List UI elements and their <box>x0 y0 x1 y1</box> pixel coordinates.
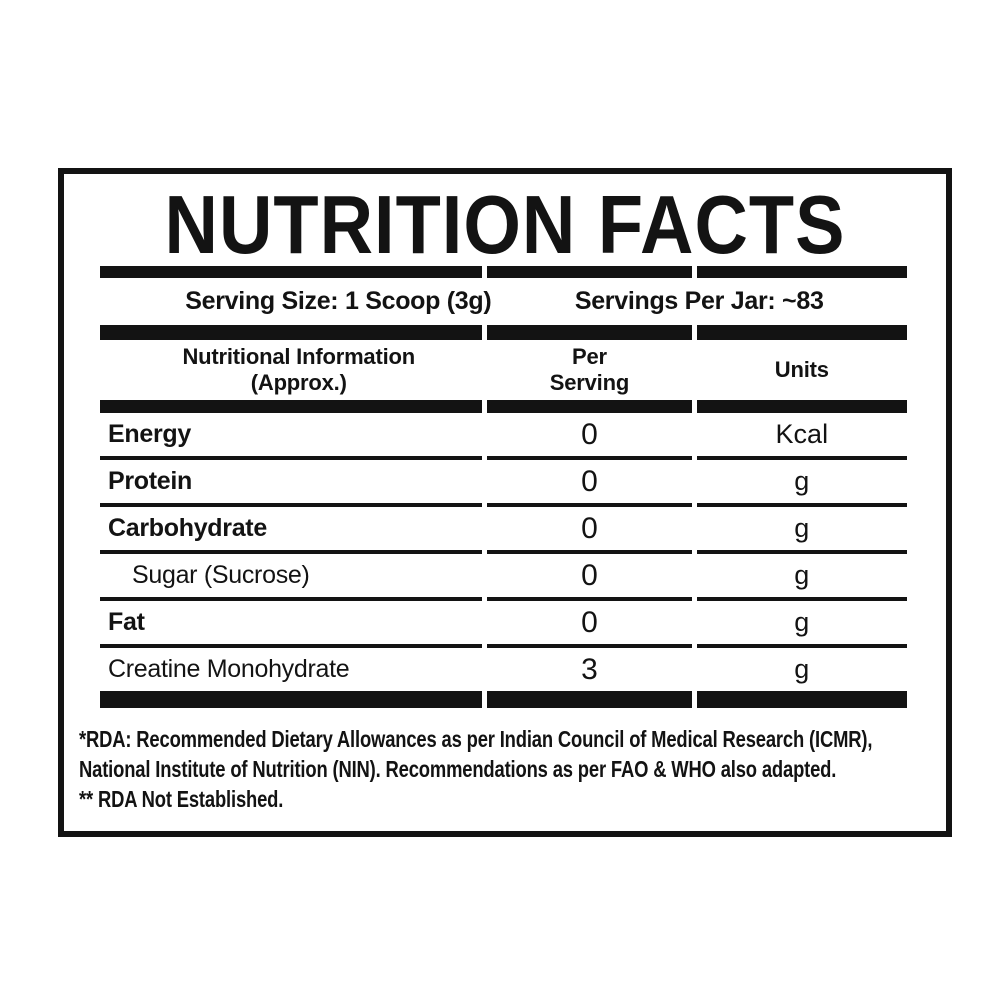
divider-bar-top <box>100 266 907 278</box>
nutrient-value: 3 <box>581 652 598 686</box>
table-row-fat: Fat 0 g <box>100 601 907 644</box>
bar-segment <box>487 400 692 413</box>
nutrient-unit: g <box>794 607 810 637</box>
row-divider <box>100 503 907 507</box>
bar-segment <box>100 400 483 413</box>
divider-segment <box>487 456 692 460</box>
row-divider <box>100 597 907 601</box>
nutrient-unit: Kcal <box>775 419 829 449</box>
nutrient-unit: g <box>794 513 810 543</box>
bar-segment <box>696 325 907 340</box>
serving-info-row: Serving Size: 1 Scoop (3g) Servings Per … <box>100 278 907 325</box>
divider-segment <box>696 644 907 648</box>
nutrient-name: Sugar (Sucrose) <box>132 561 310 589</box>
nutrient-value: 0 <box>581 417 598 451</box>
header-nutritional-information-line1: Nutritional Information <box>182 344 415 369</box>
header-nutritional-information: Nutritional Information (Approx.) <box>100 340 482 400</box>
nutrient-value: 0 <box>581 464 598 498</box>
label-title: NUTRITION FACTS <box>164 177 846 271</box>
footnotes: *RDA: Recommended Dietary Allowances as … <box>79 724 940 814</box>
title-row: NUTRITION FACTS <box>64 178 946 271</box>
table-row-carbohydrate: Carbohydrate 0 g <box>100 507 907 550</box>
table-bottom-bar <box>100 691 907 708</box>
divider-segment <box>696 550 907 554</box>
divider-segment <box>487 644 692 648</box>
bar-segment <box>696 691 907 708</box>
table-row-creatine-monohydrate: Creatine Monohydrate 3 g <box>100 648 907 691</box>
nutrition-label-panel: NUTRITION FACTS Serving Size: 1 Scoop (3… <box>58 168 952 837</box>
footnote-rda-line1: *RDA: Recommended Dietary Allowances as … <box>79 726 873 752</box>
divider-segment <box>696 597 907 601</box>
divider-segment <box>100 550 483 554</box>
header-per-serving: Per Serving <box>487 340 691 400</box>
nutrient-name: Carbohydrate <box>108 514 267 542</box>
bar-segment <box>487 325 692 340</box>
header-per-serving-line2: Serving <box>549 370 630 395</box>
serving-size-text: Serving Size: 1 Scoop (3g) <box>185 287 492 315</box>
nutrient-unit: g <box>794 654 810 684</box>
bar-segment <box>100 691 483 708</box>
divider-bar-header <box>100 400 907 413</box>
nutrient-value: 0 <box>581 511 598 545</box>
table-row-energy: Energy 0 Kcal <box>100 413 907 456</box>
footnote-rda-line2: National Institute of Nutrition (NIN). R… <box>79 756 837 782</box>
row-divider <box>100 456 907 460</box>
nutrient-name: Creatine Monohydrate <box>108 655 350 683</box>
divider-segment <box>100 644 483 648</box>
divider-segment <box>696 456 907 460</box>
header-per-serving-line1: Per <box>571 344 607 369</box>
bar-segment <box>696 400 907 413</box>
divider-segment <box>100 597 483 601</box>
table-header-row: Nutritional Information (Approx.) Per Se… <box>100 340 907 400</box>
divider-segment <box>696 503 907 507</box>
header-nutritional-information-line2: (Approx.) <box>250 370 347 395</box>
table-row-protein: Protein 0 g <box>100 460 907 503</box>
table-row-sugar: Sugar (Sucrose) 0 g <box>100 554 907 597</box>
bar-segment <box>100 325 483 340</box>
nutrient-value: 0 <box>581 605 598 639</box>
divider-segment <box>100 456 483 460</box>
divider-segment <box>100 503 483 507</box>
bar-segment <box>487 266 692 278</box>
nutrient-value: 0 <box>581 558 598 592</box>
footnote-rda-not-established: ** RDA Not Established. <box>79 786 284 812</box>
header-units: Units <box>774 357 829 382</box>
divider-segment <box>487 503 692 507</box>
divider-bar-serving <box>100 325 907 340</box>
label-table-area: Serving Size: 1 Scoop (3g) Servings Per … <box>100 266 907 708</box>
divider-segment <box>487 597 692 601</box>
nutrient-unit: g <box>794 466 810 496</box>
row-divider <box>100 550 907 554</box>
nutrient-unit: g <box>794 560 810 590</box>
divider-segment <box>487 550 692 554</box>
nutrient-name: Protein <box>108 467 193 495</box>
nutrient-name: Energy <box>108 420 191 448</box>
row-divider <box>100 644 907 648</box>
bar-segment <box>487 691 692 708</box>
nutrient-name: Fat <box>108 608 145 636</box>
bar-segment <box>696 266 907 278</box>
bar-segment <box>100 266 483 278</box>
servings-per-jar-text: Servings Per Jar: ~83 <box>574 287 824 315</box>
